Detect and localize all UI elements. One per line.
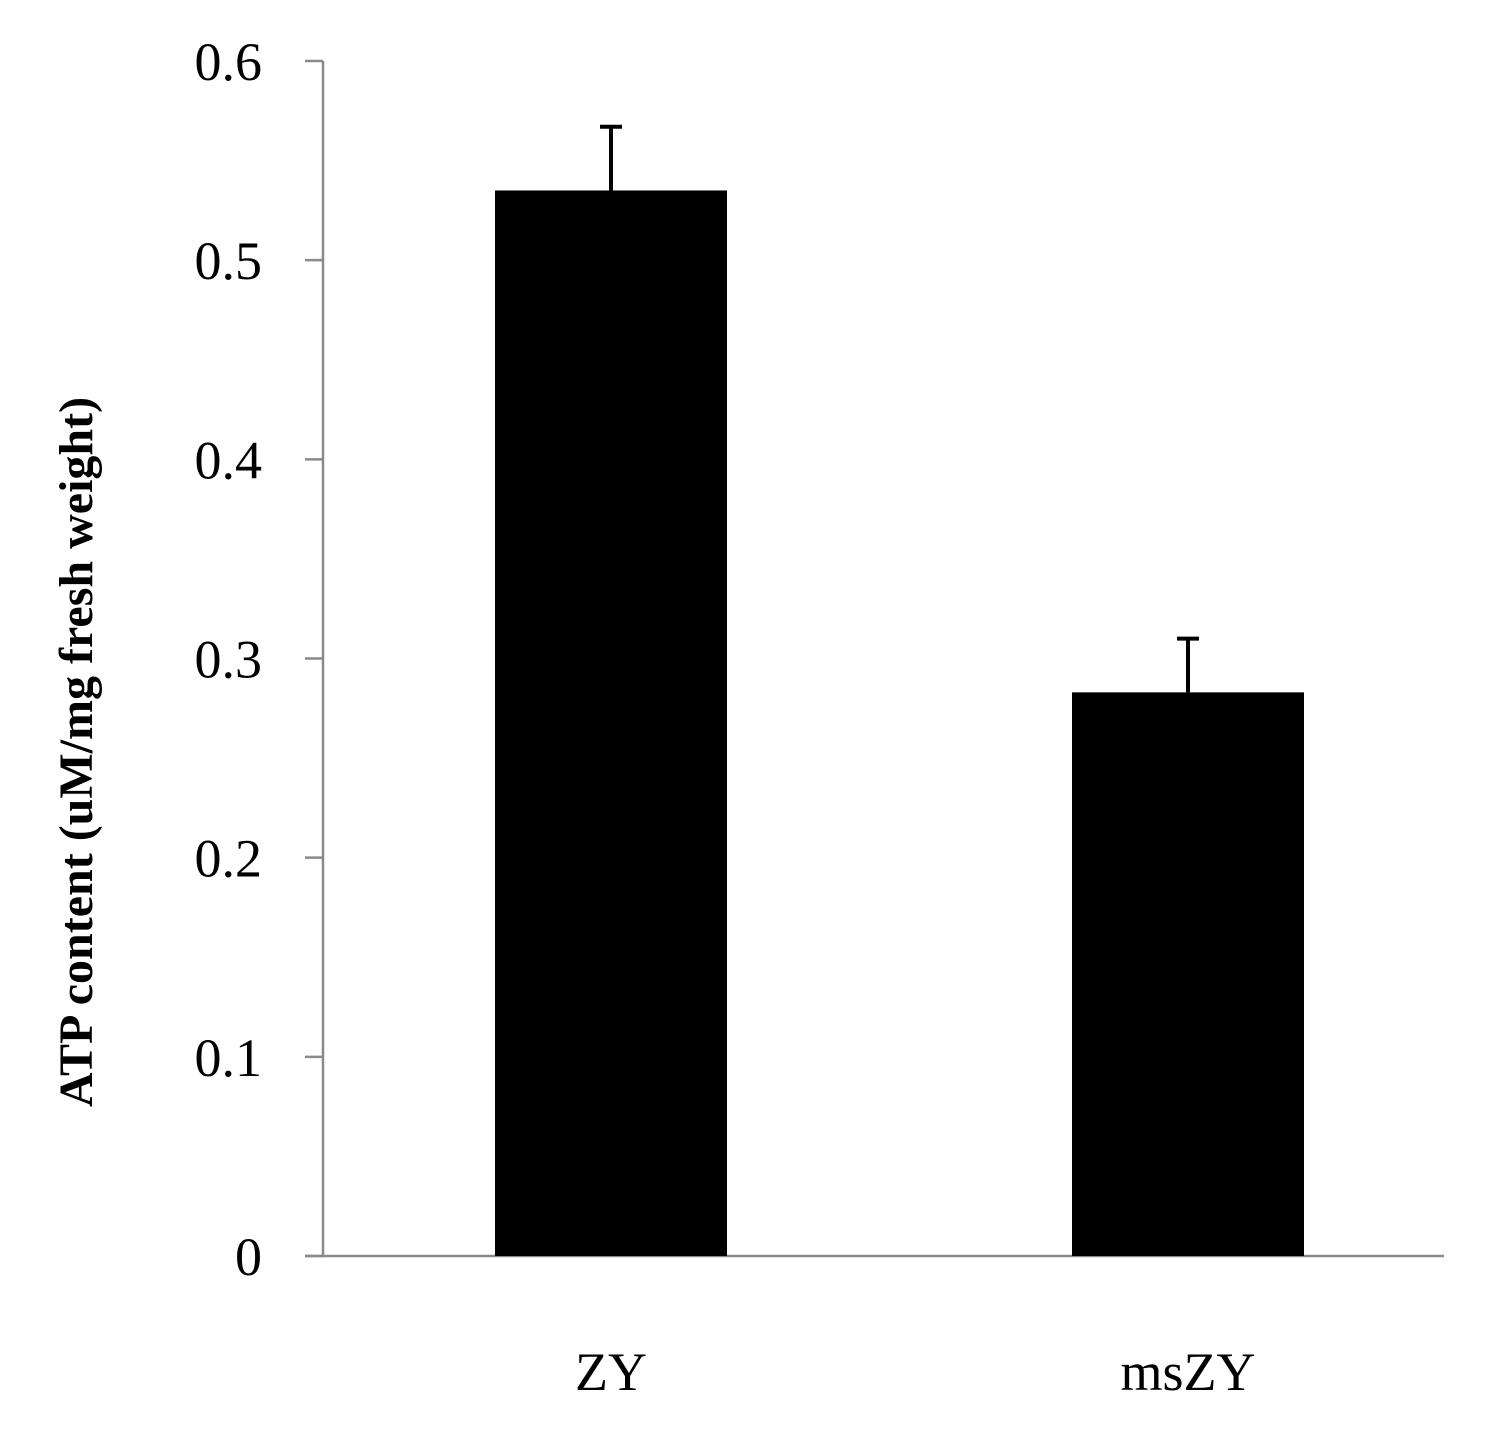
y-tick-label: 0.6 <box>195 32 263 92</box>
x-category-label: msZY <box>1121 1342 1256 1402</box>
bar-zy <box>495 190 727 1256</box>
y-tick-label: 0.3 <box>195 630 263 690</box>
y-tick-label: 0.2 <box>195 829 263 889</box>
bar-mszy <box>1072 692 1304 1256</box>
y-tick-label: 0.5 <box>195 231 263 291</box>
y-tick-label: 0.1 <box>195 1028 263 1088</box>
y-tick-label: 0.4 <box>195 430 263 490</box>
y-tick-labels: 0 0.1 0.2 0.3 0.4 0.5 0.6 <box>195 32 263 1287</box>
x-category-labels: ZY msZY <box>575 1342 1255 1402</box>
error-bars <box>600 124 1199 693</box>
x-category-label: ZY <box>575 1342 647 1402</box>
y-tick-label: 0 <box>235 1227 262 1287</box>
bars <box>495 190 1304 1256</box>
y-axis-title: ATP content (uM/mg fresh weight) <box>50 397 103 1107</box>
